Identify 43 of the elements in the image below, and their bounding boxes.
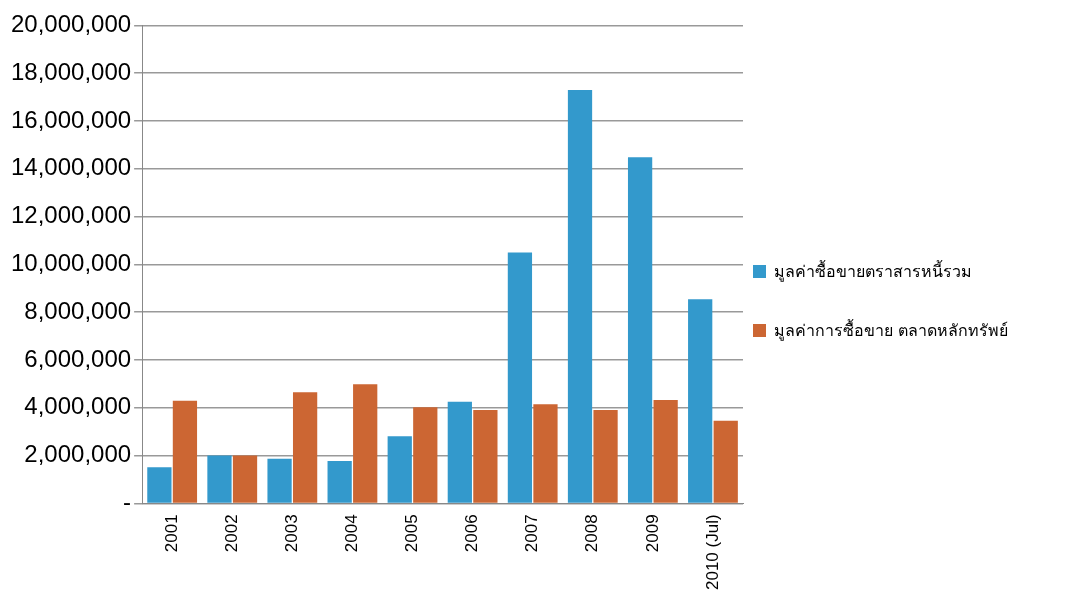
bar [327,461,352,503]
bar [353,384,378,503]
y-tick-label: 10,000,000 [10,249,132,277]
x-tick-label: 2009 [642,514,662,553]
bar [507,252,533,503]
bar [172,400,198,503]
x-tick-label: 2003 [282,514,302,553]
y-tick-label: 18,000,000 [10,57,132,85]
x-tick-label: 2005 [402,514,422,553]
y-tick-label: 2,000,000 [24,440,132,468]
bar [567,89,593,503]
y-tick-label: - [123,488,132,516]
x-tick-label: 2002 [221,514,241,553]
legend-label: มูลค่าการซื้อขาย ตลาดหลักทรัพย์ [774,318,1009,343]
x-tick-label: 2006 [462,514,482,553]
bar [387,436,412,503]
y-tick-label: 16,000,000 [10,105,132,133]
bar [653,399,678,503]
bar [447,401,472,503]
bar [688,299,713,503]
y-tick-label: 6,000,000 [24,344,132,372]
y-tick-label: 4,000,000 [24,392,132,420]
x-tick-label: 2004 [342,514,362,553]
bar [207,455,232,503]
bar [593,409,618,503]
y-tick-label: 8,000,000 [24,296,132,324]
x-tick-label: 2007 [522,514,542,553]
x-tick-label: 2008 [582,514,602,553]
bar [473,409,498,503]
bar [147,467,172,503]
y-tick-label: 12,000,000 [10,201,132,229]
y-tick-label: 20,000,000 [10,10,132,38]
x-tick-label: 2010 (Jul) [702,514,722,591]
bar [292,392,318,503]
bar [267,458,292,503]
bar [413,407,438,503]
x-tick-label: 2001 [161,514,181,553]
bar [533,404,558,503]
bar [627,157,653,503]
bar [713,420,738,503]
bar [232,455,258,503]
y-tick-label: 14,000,000 [10,153,132,181]
legend-label: มูลค่าซื้อขายตราสารหนี้รวม [774,259,972,284]
